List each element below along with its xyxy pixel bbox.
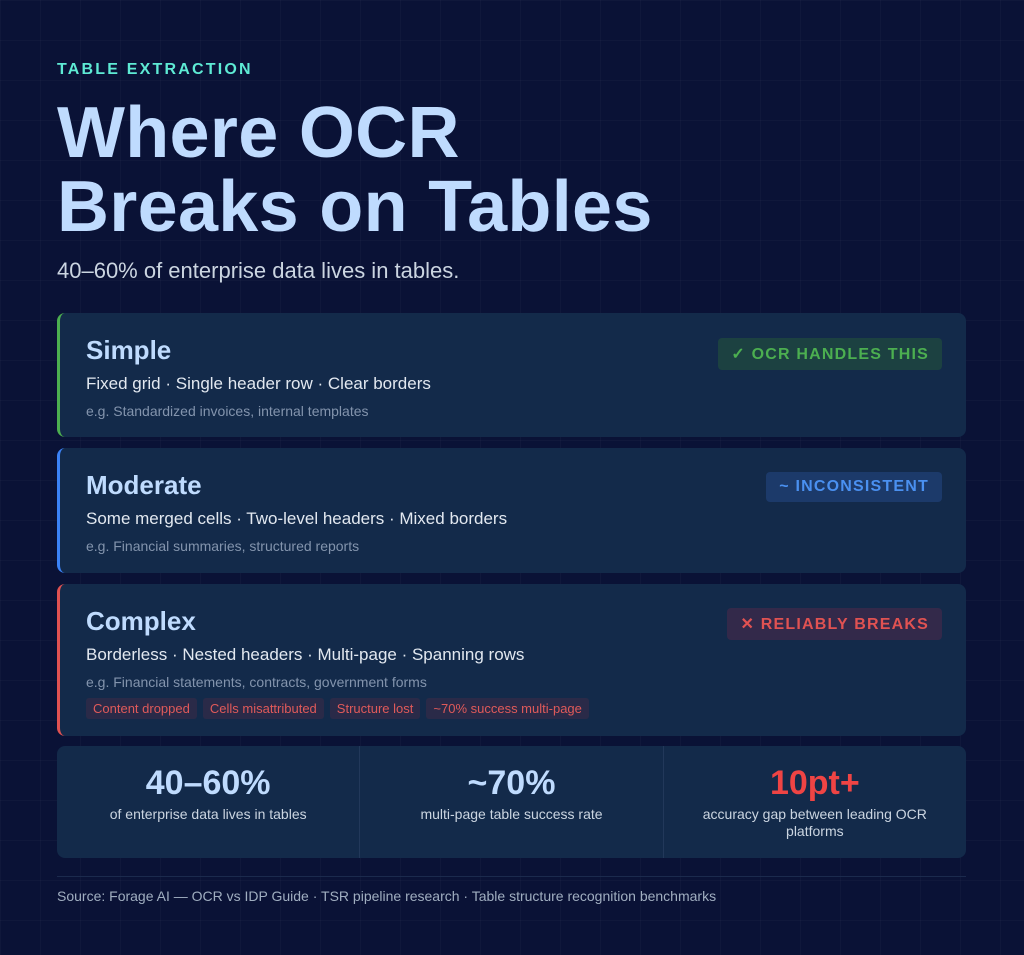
tag: Cells misattributed (202, 698, 324, 719)
card-title: Moderate (86, 470, 202, 500)
card-example: e.g. Standardized invoices, internal tem… (86, 403, 369, 419)
stat-label: multi-page table success rate (420, 806, 603, 822)
card-simple: Simple Fixed grid · Single header row · … (57, 313, 966, 437)
divider (57, 876, 966, 877)
stat-label: accuracy gap between leading OCR platfor… (702, 806, 927, 839)
card-complex: Complex Borderless · Nested headers · Mu… (57, 584, 966, 736)
stat-label: of enterprise data lives in tables (109, 806, 307, 822)
card-features: Borderless · Nested headers · Multi-page… (86, 645, 525, 664)
stat: 10pt+ accuracy gap between leading OCR pl… (664, 746, 966, 858)
card-title: Complex (86, 606, 196, 636)
card-moderate: Moderate Some merged cells · Two-level h… (57, 448, 966, 573)
tag: ~70% success multi-page (426, 698, 589, 719)
stat-value: 40–60% (145, 764, 271, 802)
card-features: Some merged cells · Two-level headers · … (86, 509, 508, 528)
failure-tags: Content dropped Cells misattributed Stru… (86, 698, 940, 719)
status-badge-tilde-icon: ~ INCONSISTENT (766, 472, 942, 502)
stat: ~70% multi-page table success rate (360, 746, 664, 858)
stats-panel: 40–60% of enterprise data lives in tables… (57, 746, 966, 858)
source-footer: Source: Forage AI — OCR vs IDP Guide · T… (57, 888, 717, 904)
stat: 40–60% of enterprise data lives in tables (57, 746, 361, 858)
tag: Structure lost (329, 698, 421, 719)
eyebrow: TABLE EXTRACTION (57, 61, 253, 78)
card-example: e.g. Financial statements, contracts, go… (86, 674, 427, 690)
title-line-1: Where OCR (57, 93, 460, 173)
subtitle: 40–60% of enterprise data lives in table… (57, 258, 460, 283)
tag: Content dropped (86, 698, 197, 719)
card-title: Simple (86, 335, 172, 365)
stat-value: ~70% (467, 764, 556, 802)
page-title: Where OCR Breaks on Tables (57, 96, 653, 244)
stat-value: 10pt+ (769, 764, 860, 802)
status-badge-check-icon: ✓ OCR HANDLES THIS (718, 338, 942, 370)
status-badge-x-icon: ✕ RELIABLY BREAKS (727, 608, 942, 640)
card-example: e.g. Financial summaries, structured rep… (86, 538, 360, 554)
card-features: Fixed grid · Single header row · Clear b… (86, 374, 431, 393)
title-line-2: Breaks on Tables (57, 167, 653, 247)
